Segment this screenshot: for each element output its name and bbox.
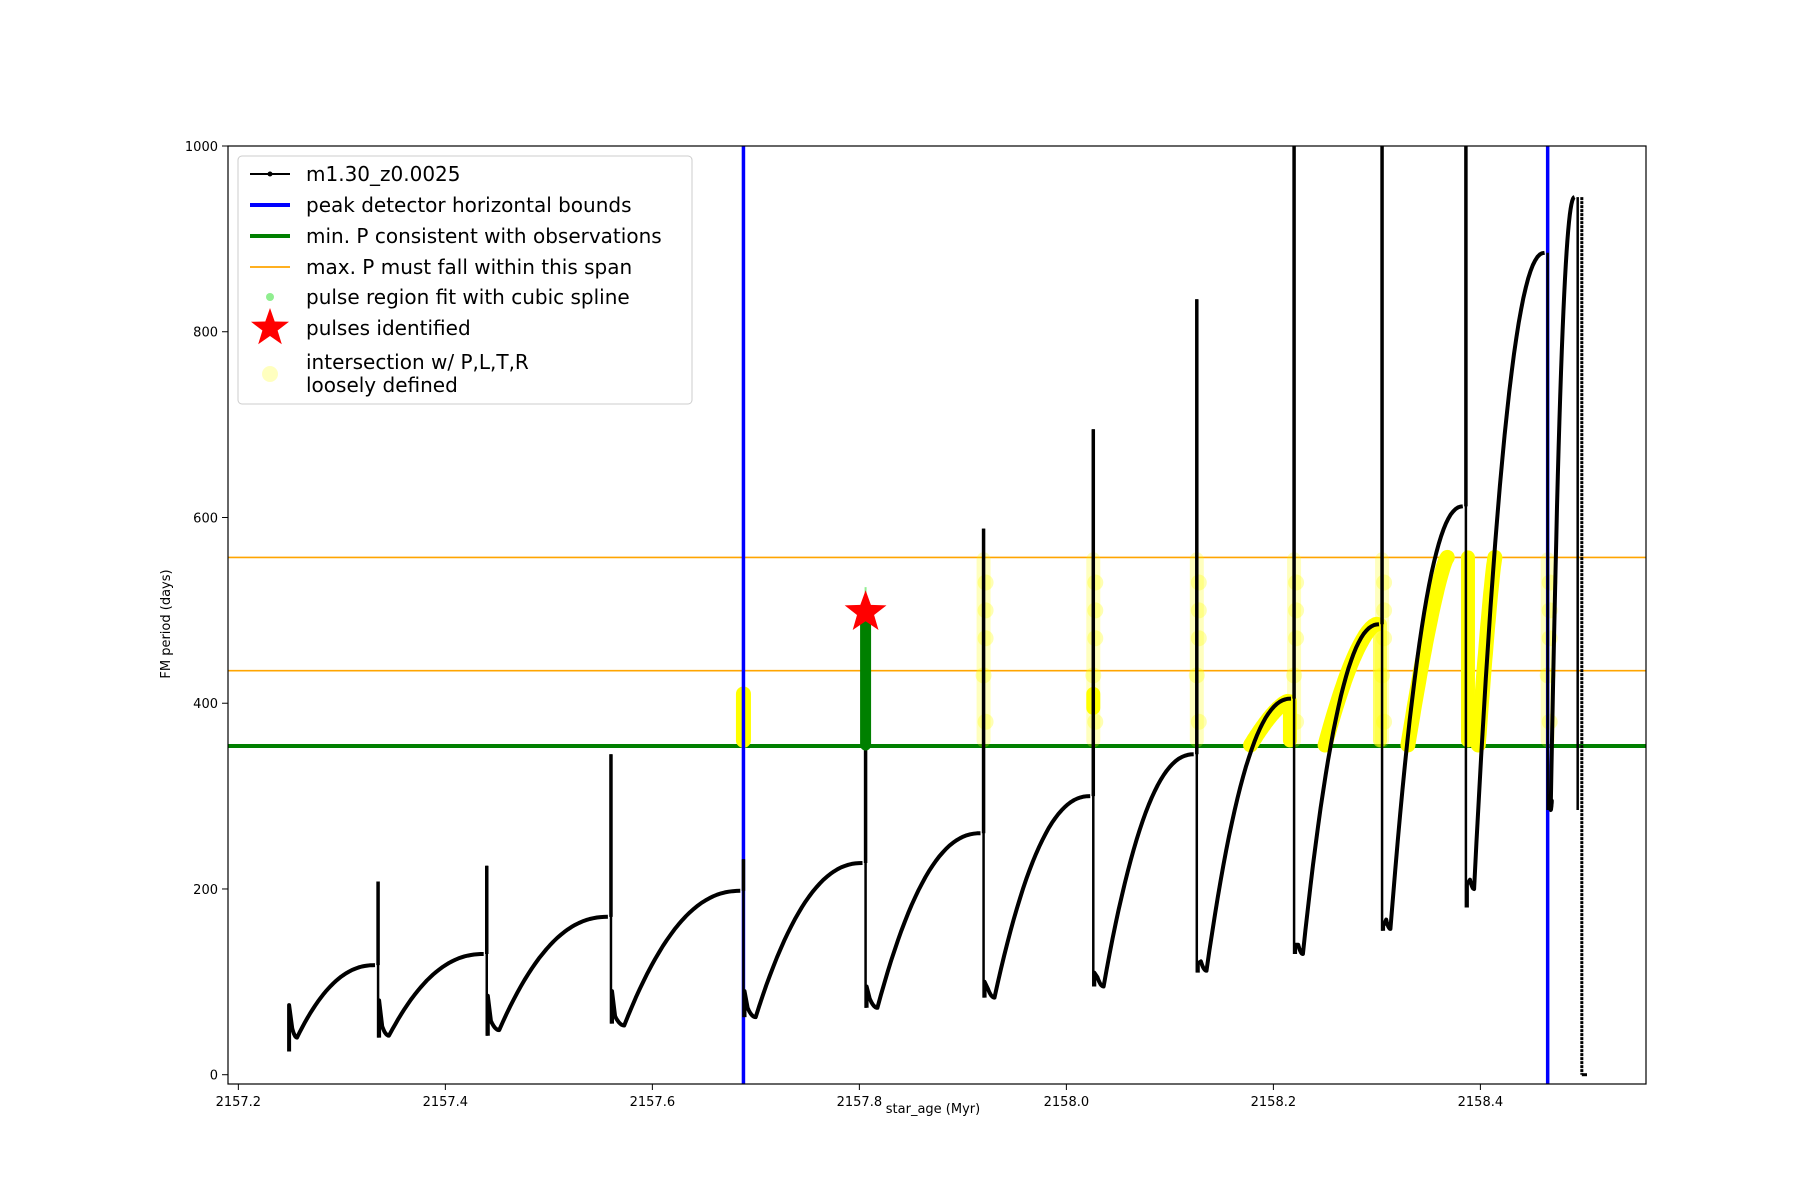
legend-track-marker [267, 171, 273, 177]
track-cycle-3 [610, 888, 741, 1028]
legend-intersection-swatch [262, 366, 278, 382]
legend-box [237, 155, 693, 405]
legend-label-6: intersection w/ P,L,T,R [306, 350, 529, 374]
intersection-point [1087, 574, 1104, 591]
plot-area [228, 146, 1646, 1084]
intersection-point [1376, 602, 1393, 619]
legend-label-1: peak detector horizontal bounds [306, 193, 632, 217]
plot-layer [228, 146, 1646, 1084]
x-tick-label: 2157.2 [216, 1095, 262, 1110]
legend-label-4: pulse region fit with cubic spline [306, 285, 630, 309]
axes-frame [227, 145, 1647, 1085]
track-cycle-11 [1464, 250, 1545, 908]
y-tick-label: 1000 [185, 140, 218, 155]
track-cycle-5 [864, 831, 981, 1010]
intersection-point [977, 574, 994, 591]
intersection-point [1541, 713, 1558, 730]
track-cycle-2 [485, 914, 608, 1036]
legend-spline-swatch [266, 293, 274, 301]
x-tick-label: 2157.8 [837, 1095, 883, 1110]
intersection-point [1087, 630, 1104, 647]
intersection-point [1190, 574, 1207, 591]
intersection-point [977, 630, 994, 647]
intersection-point [1190, 630, 1207, 647]
intersection-point [1288, 602, 1305, 619]
y-tick-label: 800 [193, 326, 218, 341]
intersection-point [1376, 574, 1393, 591]
intersection-point [1087, 602, 1104, 619]
x-tick-label: 2157.4 [423, 1095, 469, 1110]
track-cycle-7 [1092, 752, 1194, 989]
axes-layer: star_age (Myr) FM period (days) 2157.2 21… [159, 140, 1647, 1117]
intersection-point [1190, 713, 1207, 730]
intersection-point [1288, 630, 1305, 647]
legend-label-5: pulses identified [306, 316, 471, 340]
legend-pulse-swatch [251, 308, 289, 345]
pulse-star-0 [844, 590, 887, 630]
x-tick-label: 2158.4 [1458, 1095, 1504, 1110]
legend-label-0: m1.30_z0.0025 [306, 162, 461, 186]
legend-label-2: min. P consistent with observations [306, 224, 662, 248]
track-cycle-10 [1381, 504, 1464, 931]
track-cycle-0 [287, 963, 376, 1052]
x-tick-label: 2158.2 [1251, 1095, 1297, 1110]
intersection-point [1087, 713, 1104, 730]
intersection-point [1190, 602, 1207, 619]
track-cycle-8 [1195, 696, 1292, 973]
intersection-point [977, 713, 994, 730]
intersection-arc [1400, 549, 1455, 753]
y-tick-label: 0 [210, 1069, 218, 1084]
x-tick-label: 2158.0 [1044, 1095, 1090, 1110]
legend-label-3: max. P must fall within this span [306, 255, 632, 279]
y-tick-label: 600 [193, 511, 218, 526]
y-axis-label: FM period (days) [159, 569, 174, 678]
track-cycle-6 [982, 794, 1091, 1000]
track-cycle-12 [1546, 195, 1576, 812]
track-cycle-4 [742, 861, 863, 1020]
x-tick-label: 2157.6 [630, 1095, 676, 1110]
intersection-point [1288, 574, 1305, 591]
legend-label-6-line2: loosely defined [306, 373, 458, 397]
x-axis-label: star_age (Myr) [886, 1102, 980, 1117]
y-tick-label: 200 [193, 883, 218, 898]
intersection-point [977, 602, 994, 619]
track-cycle-9 [1293, 622, 1380, 956]
track-cycle-1 [377, 952, 484, 1038]
y-tick-label: 400 [193, 697, 218, 712]
